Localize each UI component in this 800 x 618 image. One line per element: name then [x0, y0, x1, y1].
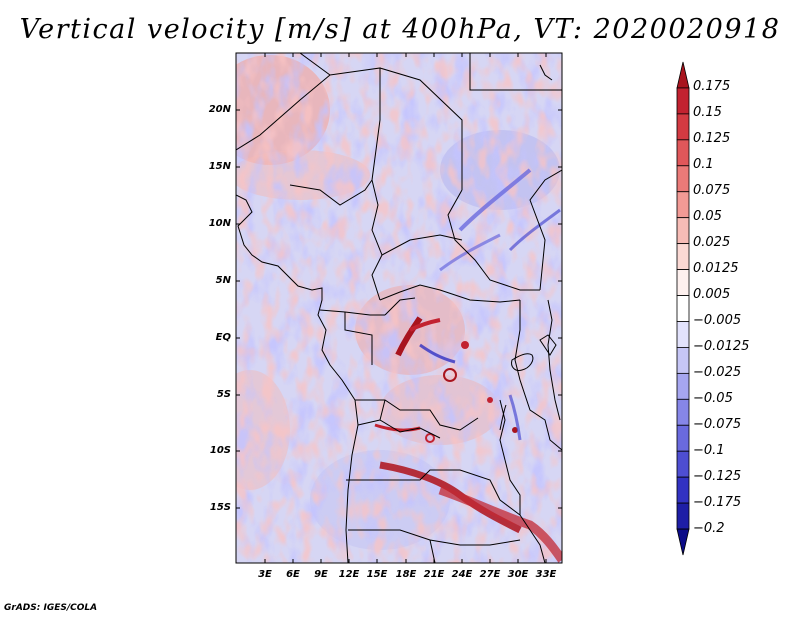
lon-label-12e: 12E	[338, 569, 360, 580]
lon-label-27e: 27E	[479, 569, 501, 580]
colorbar-segment	[676, 243, 690, 270]
chart-title: Vertical velocity [m/s] at 400hPa, VT: 2…	[19, 14, 781, 45]
lat-label-15n: 15N	[208, 161, 231, 172]
lon-label-15e: 15E	[366, 569, 388, 580]
map-frame	[235, 52, 563, 564]
colorbar-label: −0.125	[693, 469, 742, 484]
colorbar-label: 0.15	[693, 105, 722, 120]
colorbar-segment	[676, 113, 690, 141]
colorbar-segment	[676, 191, 690, 219]
colorbar-label: −0.1	[693, 443, 725, 458]
colorbar-segment	[676, 87, 690, 115]
colorbar-segment	[676, 61, 690, 89]
lon-label-33e: 33E	[535, 569, 557, 580]
lat-label-20n: 20N	[208, 104, 231, 115]
lon-label-30e: 30E	[507, 569, 529, 580]
lon-label-21e: 21E	[423, 569, 445, 580]
colorbar-segment	[676, 321, 690, 348]
colorbar-label: 0.075	[693, 183, 731, 198]
lat-label-eq: EQ	[215, 332, 231, 343]
colorbar-label: 0.1	[693, 157, 714, 172]
colorbar	[676, 61, 690, 556]
colorbar-label: −0.05	[693, 391, 733, 406]
lat-label-5s: 5S	[216, 389, 231, 400]
lon-label-9e: 9E	[314, 569, 328, 580]
lon-label-18e: 18E	[395, 569, 417, 580]
lon-label-3e: 3E	[258, 569, 272, 580]
colorbar-label: 0.175	[693, 79, 731, 94]
colorbar-label: −0.0125	[693, 339, 750, 354]
colorbar-label: 0.125	[693, 131, 731, 146]
colorbar-segment	[676, 372, 690, 400]
colorbar-segment	[676, 139, 690, 167]
colorbar-label: 0.05	[693, 209, 722, 224]
country-borders	[236, 53, 562, 563]
lat-label-10n: 10N	[208, 218, 231, 229]
map-ticks	[236, 53, 562, 563]
colorbar-label: 0.025	[693, 235, 731, 250]
colorbar-segment	[676, 347, 690, 374]
colorbar-segment	[676, 424, 690, 452]
grads-credit: GrADS: IGES/COLA	[4, 603, 98, 613]
colorbar-segment	[676, 295, 690, 322]
colorbar-segment	[676, 528, 690, 556]
colorbar-label: −0.025	[693, 365, 742, 380]
colorbar-label: −0.075	[693, 417, 742, 432]
colorbar-segment	[676, 476, 690, 504]
colorbar-label: 0.0125	[693, 261, 739, 276]
colorbar-segment	[676, 217, 690, 245]
colorbar-label: −0.005	[693, 313, 742, 328]
colorbar-segment	[676, 165, 690, 193]
colorbar-label: −0.2	[693, 521, 725, 536]
lat-label-10s: 10S	[209, 445, 231, 456]
lon-label-24e: 24E	[451, 569, 473, 580]
lat-label-5n: 5N	[215, 275, 231, 286]
colorbar-label: −0.175	[693, 495, 742, 510]
lat-label-15s: 15S	[209, 502, 231, 513]
colorbar-segment	[676, 269, 690, 296]
colorbar-segment	[676, 398, 690, 426]
colorbar-label: 0.005	[693, 287, 731, 302]
colorbar-segment	[676, 502, 690, 530]
vertical-velocity-field	[236, 53, 562, 563]
colorbar-segment	[676, 450, 690, 478]
lon-label-6e: 6E	[286, 569, 300, 580]
